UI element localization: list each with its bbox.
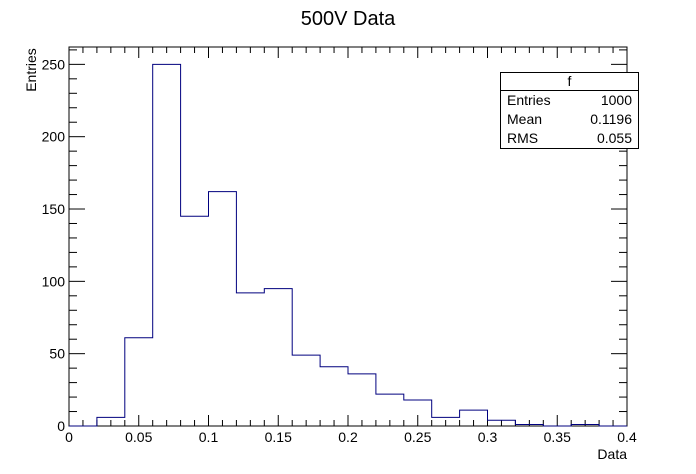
x-tick-label: 0.25 — [404, 429, 431, 445]
histogram-bar — [97, 417, 125, 426]
x-tick-label: 0 — [65, 429, 73, 445]
y-tick-label: 50 — [49, 346, 65, 362]
histogram-bar — [264, 289, 292, 426]
x-tick-label: 0.2 — [338, 429, 358, 445]
x-axis-label: Data — [597, 446, 627, 462]
y-tick-label: 200 — [42, 129, 66, 145]
x-tick-label: 0.35 — [544, 429, 571, 445]
histogram-bar — [404, 400, 432, 426]
stats-entries-label: Entries — [507, 92, 551, 108]
stats-mean-label: Mean — [507, 111, 543, 127]
stats-rms-value: 0.055 — [596, 130, 632, 146]
histogram-series-line — [69, 63, 627, 427]
histogram-bar — [236, 293, 264, 426]
histogram-bar — [292, 355, 320, 426]
histogram-bar — [488, 420, 516, 426]
histogram-bar — [432, 417, 460, 426]
x-tick-label: 0.1 — [199, 429, 219, 445]
stats-entries-value: 1000 — [600, 92, 632, 108]
y-tick-label: 100 — [42, 273, 66, 289]
y-tick-label: 250 — [42, 56, 66, 72]
y-tick-label: 0 — [57, 418, 65, 434]
x-tick-label: 0.3 — [478, 429, 498, 445]
x-tick-label: 0.4 — [617, 429, 637, 445]
histogram-bar — [460, 410, 488, 426]
histogram-bar — [125, 338, 153, 426]
histogram-bar — [153, 64, 181, 426]
stats-row-entries: Entries 1000 — [501, 91, 638, 110]
stats-title: f — [501, 73, 638, 91]
histogram-bar — [571, 425, 599, 426]
stats-row-rms: RMS 0.055 — [501, 129, 638, 148]
y-tick-label: 150 — [42, 201, 66, 217]
histogram-bar — [320, 367, 348, 426]
histogram-bar — [376, 394, 404, 426]
x-tick-label: 0.05 — [125, 429, 152, 445]
x-tick-label: 0.15 — [265, 429, 292, 445]
histogram-bar — [209, 192, 237, 426]
chart-title: 500V Data — [301, 8, 396, 30]
stats-mean-value: 0.1196 — [590, 111, 632, 127]
histogram-bar — [515, 425, 543, 426]
stats-rms-label: RMS — [507, 130, 539, 146]
y-axis-label: Entries — [23, 48, 39, 92]
histogram-bar — [181, 216, 209, 426]
stats-box: f Entries 1000 Mean 0.1196 RMS 0.055 — [500, 72, 639, 149]
histogram-bar — [348, 374, 376, 426]
stats-row-mean: Mean 0.1196 — [501, 110, 638, 129]
